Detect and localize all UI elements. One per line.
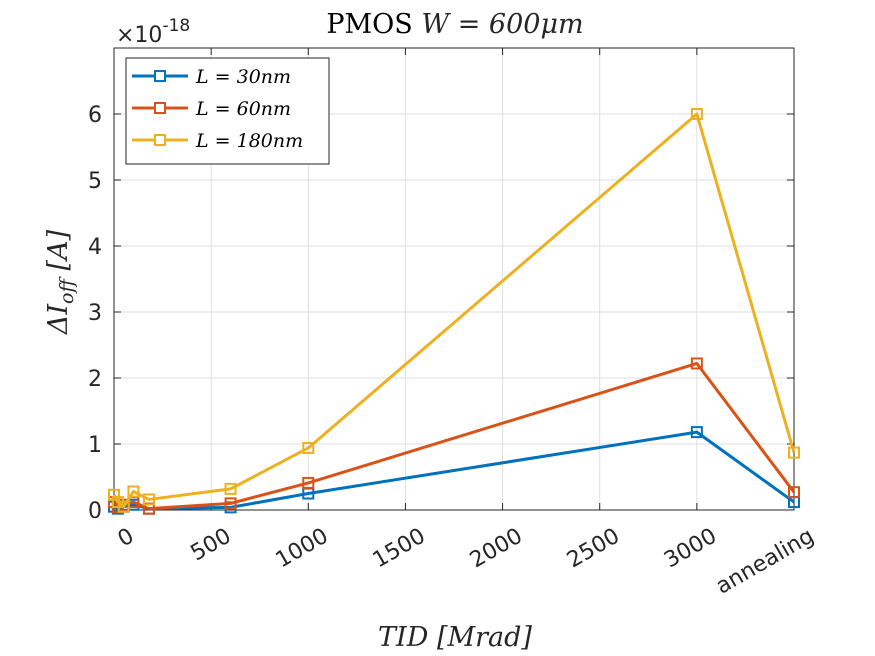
y-tick-label: 4 <box>88 235 102 260</box>
x-tick-label: 2500 <box>563 524 624 574</box>
grid-lines <box>113 48 795 511</box>
series-line <box>112 112 796 509</box>
series-1 <box>108 426 800 515</box>
legend: L = 30nm L = 60nm L = 180nm <box>125 57 330 165</box>
legend-entry: L = 180nm <box>195 130 303 152</box>
legend-marker <box>154 102 166 114</box>
legend-entry: L = 60nm <box>195 98 291 120</box>
legend-entry: L = 30nm <box>195 66 291 88</box>
legend-marker <box>154 70 166 82</box>
axes-box <box>113 47 795 511</box>
data-point-marker <box>302 476 315 489</box>
y-tick-labels: 0 1 2 3 4 5 6 <box>88 103 102 524</box>
data-point-marker <box>117 500 130 513</box>
series-group <box>108 108 800 515</box>
data-point-marker <box>224 482 237 495</box>
y-axis-exponent: ×10-18 <box>116 16 190 48</box>
x-tick-label: 3000 <box>660 524 721 574</box>
x-axis-label: TID [Mrad] <box>378 622 532 653</box>
x-tick-label: annealing <box>712 524 818 600</box>
y-tick-label: 0 <box>88 499 102 524</box>
x-tick-label: 2000 <box>466 524 527 574</box>
data-point-marker <box>302 441 315 454</box>
data-point-marker <box>690 108 703 120</box>
x-tick-label: 500 <box>187 524 236 567</box>
x-tick-label: 0 <box>114 524 139 553</box>
data-point-marker <box>690 426 703 439</box>
data-point-marker <box>788 486 800 499</box>
y-tick-label: 6 <box>88 103 102 128</box>
plot-frame <box>113 47 795 511</box>
chart-title: PMOS W = 600μm <box>326 9 583 40</box>
data-point-marker <box>690 357 703 370</box>
data-point-marker <box>127 485 140 498</box>
data-point-marker <box>108 488 120 501</box>
data-point-marker <box>142 493 155 506</box>
x-tick-label: 1000 <box>272 524 333 574</box>
data-point-marker <box>788 446 800 459</box>
y-tick-label: 3 <box>88 301 102 326</box>
y-axis-label: ΔIoff [A] <box>43 229 78 335</box>
x-tick-label: 1500 <box>369 524 430 574</box>
y-tick-label: 2 <box>88 367 102 392</box>
y-tick-label: 5 <box>88 169 102 194</box>
data-point-marker <box>224 497 237 510</box>
legend-marker <box>154 134 166 146</box>
y-tick-label: 1 <box>88 433 102 458</box>
series-3 <box>108 108 800 513</box>
